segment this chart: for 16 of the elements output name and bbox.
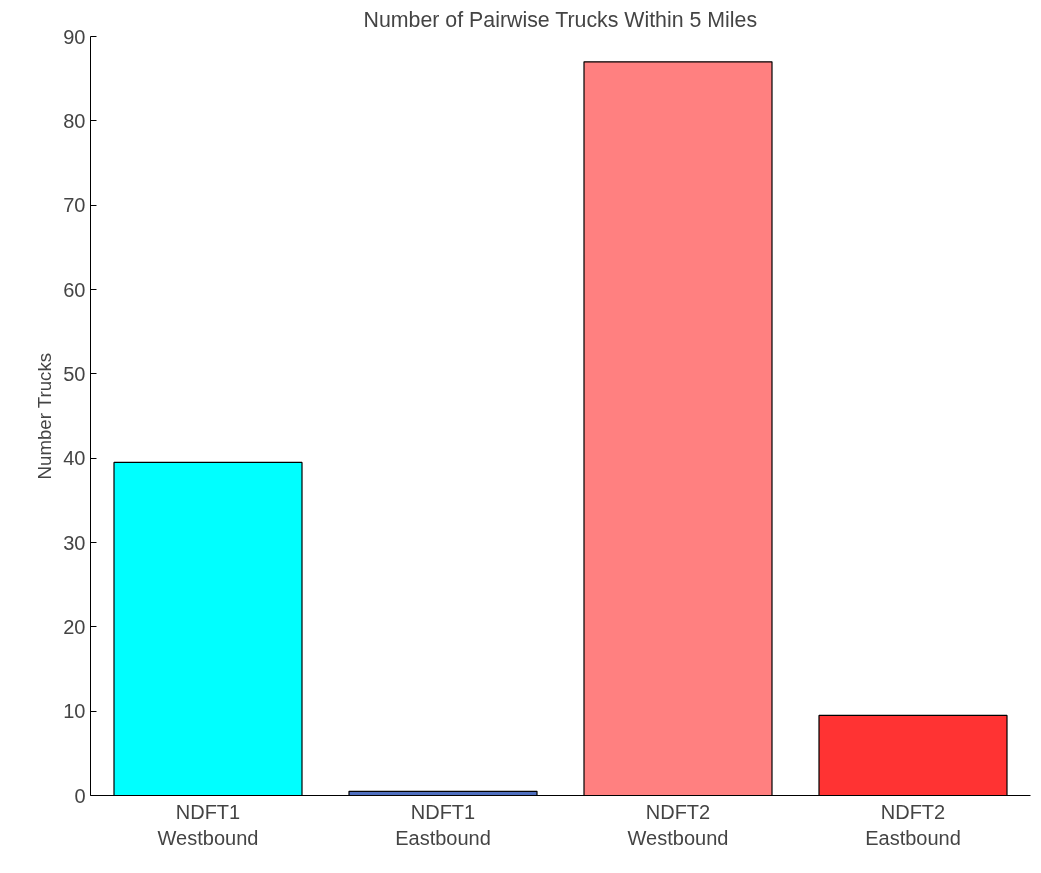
y-tick-label: 10 bbox=[63, 700, 86, 723]
y-tick-label: 60 bbox=[63, 278, 86, 301]
y-tick-label: 40 bbox=[63, 447, 86, 470]
y-tick-label: 90 bbox=[63, 25, 86, 48]
y-tick-label: 70 bbox=[63, 194, 86, 217]
y-tick-label: 30 bbox=[63, 531, 86, 554]
x-tick-label: NDFT1 Westbound bbox=[157, 800, 259, 849]
y-tick-label: 50 bbox=[63, 362, 86, 385]
x-tick-label: NDFT1 Eastbound bbox=[395, 800, 491, 849]
x-tick-label: NDFT2 Eastbound bbox=[865, 800, 961, 849]
x-tick-label: NDFT2 Westbound bbox=[627, 800, 729, 849]
y-tick-label: 20 bbox=[63, 615, 86, 638]
y-tick-label: 0 bbox=[74, 784, 86, 807]
y-tick-label: 80 bbox=[63, 109, 86, 132]
chart-title: Number of Pairwise Trucks Within 5 Miles bbox=[363, 7, 758, 32]
y-axis-title: Number Trucks bbox=[34, 352, 56, 480]
